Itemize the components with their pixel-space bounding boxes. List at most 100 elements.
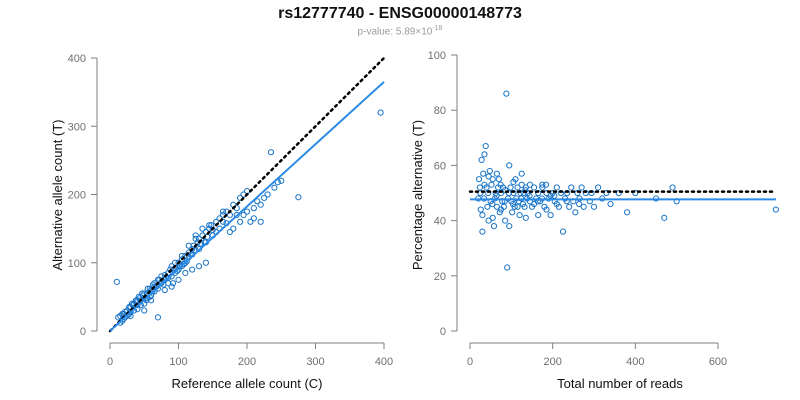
data-point: [543, 206, 550, 213]
y-tick-label: 0: [440, 326, 446, 338]
data-point: [623, 209, 631, 216]
data-point: [199, 225, 206, 232]
data-point: [607, 200, 614, 208]
data-point: [504, 264, 511, 271]
data-point: [514, 184, 521, 191]
data-point: [264, 191, 271, 198]
data-point: [139, 290, 146, 297]
data-point: [202, 259, 209, 266]
data-point: [257, 201, 264, 208]
data-point: [489, 214, 496, 221]
data-point: [161, 286, 168, 294]
data-point: [165, 280, 172, 287]
data-point: [295, 194, 302, 201]
data-point: [516, 211, 523, 219]
x-tick-label: 600: [709, 356, 727, 368]
x-tick-label: 400: [375, 356, 393, 368]
data-point: [553, 184, 560, 191]
data-point: [479, 211, 486, 219]
data-point: [493, 203, 500, 210]
data-point: [271, 184, 278, 191]
data-point: [772, 206, 779, 213]
data-point: [518, 181, 525, 188]
data-point: [377, 109, 384, 116]
data-point: [486, 167, 493, 175]
data-point: [542, 181, 550, 188]
data-point: [243, 208, 251, 215]
data-point: [510, 178, 517, 186]
data-point: [485, 173, 492, 180]
data-point: [240, 211, 247, 219]
data-point: [482, 142, 489, 150]
data-point: [250, 205, 257, 212]
data-point: [154, 314, 162, 321]
x-tick-label: 0: [467, 356, 473, 368]
data-point: [553, 200, 560, 208]
data-point: [615, 189, 622, 197]
data-point: [195, 246, 203, 253]
data-point: [559, 228, 567, 235]
x-tick-label: 200: [238, 356, 256, 368]
pvalue-exponent: -18: [432, 25, 443, 32]
data-point: [226, 228, 233, 236]
data-point: [219, 208, 227, 215]
data-point: [254, 198, 261, 205]
y-tick-label: 0: [80, 326, 86, 338]
data-point: [506, 162, 513, 169]
data-point: [182, 269, 189, 277]
data-point: [489, 176, 496, 183]
data-point: [189, 266, 196, 273]
chart-subtitle: p-value: 5.89×10-18: [0, 25, 800, 37]
x-tick-label: 300: [306, 356, 324, 368]
data-point: [113, 278, 120, 285]
data-point: [518, 170, 525, 177]
data-point: [543, 189, 550, 197]
data-point: [175, 266, 182, 273]
data-point: [178, 263, 186, 270]
data-point: [522, 184, 529, 191]
x-axis-title: Reference allele count (C): [171, 376, 322, 391]
x-tick-label: 0: [107, 356, 113, 368]
data-point: [192, 235, 199, 242]
data-point: [192, 232, 199, 239]
fit-line: [109, 81, 385, 332]
panel-right: 0 20 40 60 80 100 0 200 400 600 Total number of re…: [410, 50, 779, 391]
data-point: [509, 209, 516, 216]
data-point: [278, 177, 285, 184]
data-point: [182, 259, 189, 266]
data-point: [632, 189, 639, 197]
data-point: [141, 307, 148, 314]
data-point: [484, 203, 491, 210]
data-point: [502, 217, 509, 224]
x-tick-label: 100: [169, 356, 187, 368]
data-point: [580, 203, 587, 210]
y-tick-label: 100: [428, 50, 446, 62]
y-tick-label: 200: [68, 190, 86, 202]
data-point: [514, 203, 521, 210]
x-tick-label: 400: [626, 356, 644, 368]
data-point: [539, 181, 546, 188]
data-point: [535, 211, 542, 219]
data-point: [237, 218, 244, 225]
data-point: [475, 176, 483, 183]
data-point: [530, 184, 538, 191]
pvalue-text: p-value: 5.89×10: [357, 26, 433, 38]
data-point: [603, 189, 610, 197]
data-point: [590, 203, 598, 210]
data-point: [481, 151, 488, 158]
data-point: [490, 223, 498, 230]
data-point: [493, 170, 500, 177]
data-point: [485, 217, 492, 224]
data-point: [261, 194, 268, 202]
y-tick-label: 20: [434, 271, 446, 283]
y-tick-label: 40: [434, 216, 446, 228]
data-point: [661, 214, 668, 221]
data-point: [507, 184, 514, 191]
data-point: [595, 184, 602, 191]
data-point: [522, 214, 529, 221]
data-point: [182, 252, 189, 260]
data-point: [488, 181, 495, 188]
data-point: [568, 184, 575, 191]
data-point: [521, 203, 528, 210]
y-tick-label: 80: [434, 105, 446, 117]
